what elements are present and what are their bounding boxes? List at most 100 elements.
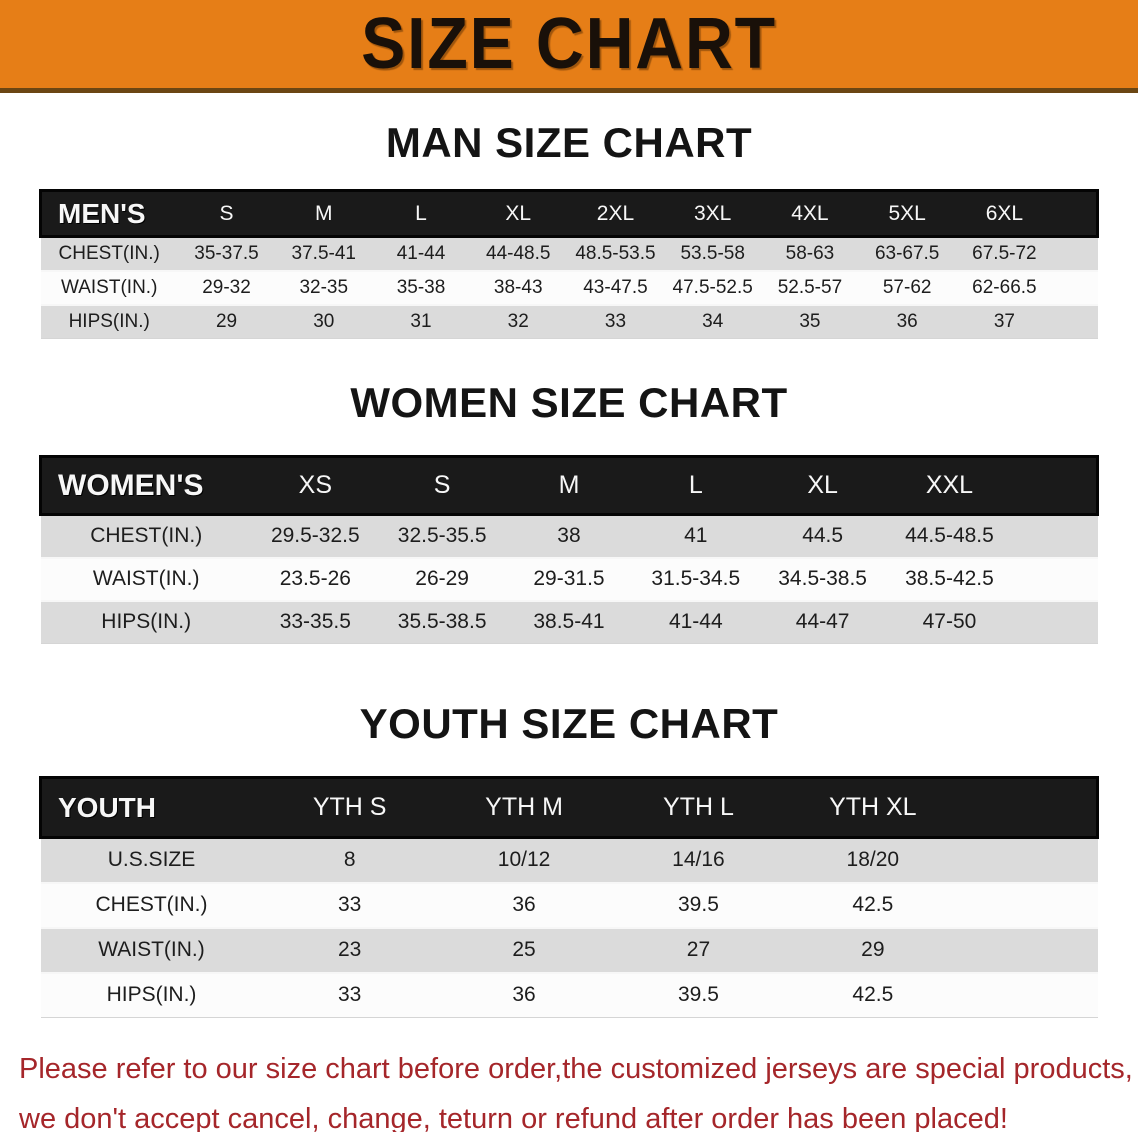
measurement-value: 35 bbox=[799, 310, 821, 332]
table-header-row: MEN'S S M L XL 2XL 3XL 4XL 5XL 6XL bbox=[38, 189, 1100, 238]
size-header-cell: YTH XL bbox=[785, 776, 961, 839]
measurement-value: 23 bbox=[337, 938, 362, 961]
measurement-label: WAIST(IN.) bbox=[61, 276, 158, 298]
size-header-cell: M bbox=[275, 189, 373, 238]
measurement-value: 37.5-41 bbox=[291, 242, 356, 264]
spacer-cell bbox=[1053, 305, 1097, 339]
measurement-value: 23.5-26 bbox=[279, 567, 351, 590]
measurement-value: 18/20 bbox=[846, 848, 900, 872]
youth-section-heading: YOUTH SIZE CHART bbox=[359, 700, 779, 747]
table-header-row: YOUTH YTH S YTH M YTH L YTH XL bbox=[39, 776, 1100, 839]
size-header-cell: 4XL bbox=[761, 189, 859, 238]
measurement-value: 41-44 bbox=[668, 610, 723, 634]
measurement-value: 44-47 bbox=[795, 610, 850, 634]
measurement-value: 38.5-41 bbox=[533, 610, 605, 634]
measurement-value: 38 bbox=[557, 524, 581, 548]
measurement-value: 63-67.5 bbox=[874, 242, 940, 264]
measurement-value: 29 bbox=[861, 938, 885, 961]
size-header-cell: XXL bbox=[886, 455, 1013, 516]
measurement-value: 57-62 bbox=[882, 276, 932, 298]
measurement-value: 44.5 bbox=[802, 524, 844, 548]
table-row: CHEST(IN.) 29.5-32.5 32.5-35.5 38 41 44.5 44.5… bbox=[40, 514, 1098, 558]
spacer-cell bbox=[1013, 515, 1098, 558]
measurement-value: 44-48.5 bbox=[486, 242, 551, 264]
size-header-cell: L bbox=[372, 189, 470, 238]
measurement-value: 38-43 bbox=[493, 276, 543, 298]
table-title-cell: YOUTH bbox=[39, 776, 263, 839]
measurement-value: 33 bbox=[337, 893, 362, 916]
measurement-value: 8 bbox=[343, 848, 356, 872]
measurement-value: 30 bbox=[313, 310, 335, 332]
size-header-cell: 5XL bbox=[858, 189, 956, 238]
size-header-cell: L bbox=[632, 455, 760, 516]
spacer-cell bbox=[960, 883, 1097, 928]
measurement-value: 47.5-52.5 bbox=[672, 276, 753, 298]
spacer-cell bbox=[1053, 189, 1100, 238]
measurement-value: 37 bbox=[993, 310, 1015, 332]
size-header-cell: XL bbox=[469, 189, 567, 238]
youth-size-table: YOUTH YTH S YTH M YTH L YTH XL U.S.SIZE 8 10/12… bbox=[39, 776, 1100, 1018]
measurement-value: 27 bbox=[686, 938, 711, 961]
measurement-label: HIPS(IN.) bbox=[106, 983, 197, 1007]
men-section-heading: MAN SIZE CHART bbox=[385, 119, 753, 166]
measurement-value: 53.5-58 bbox=[680, 242, 745, 264]
table-row: HIPS(IN.) 33-35.5 35.5-38.5 38.5-41 41-44 44-… bbox=[40, 600, 1098, 644]
measurement-value: 34 bbox=[702, 310, 724, 332]
size-header-cell: YTH L bbox=[611, 776, 786, 839]
table-title-cell: MEN'S bbox=[38, 189, 178, 238]
women-size-table: WOMEN'S XS S M L XL XXL CHEST(IN.) 29.5-32.5 32.5… bbox=[38, 455, 1099, 644]
measurement-value: 29-32 bbox=[202, 276, 251, 298]
measurement-value: 47-50 bbox=[922, 610, 977, 634]
measurement-value: 29.5-32.5 bbox=[270, 524, 360, 548]
page-title: SIZE CHART bbox=[361, 4, 777, 84]
measurement-label: WAIST(IN.) bbox=[98, 938, 205, 961]
table-row: WAIST(IN.) 23.5-26 26-29 29-31.5 31.5-34.5 34… bbox=[40, 557, 1098, 601]
measurement-value: 33 bbox=[337, 983, 362, 1007]
measurement-label: HIPS(IN.) bbox=[101, 610, 192, 634]
table-title-cell: WOMEN'S bbox=[38, 455, 252, 516]
measurement-value: 35-38 bbox=[396, 276, 446, 298]
measurement-value: 42.5 bbox=[852, 893, 894, 916]
footer-note-line2: we don't accept cancel, change, teturn o… bbox=[19, 1103, 1008, 1132]
women-section: WOMEN SIZE CHART WOMEN'S XS S M L XL XXL CHEST(… bbox=[0, 379, 1138, 644]
measurement-value: 67.5-72 bbox=[972, 242, 1037, 264]
men-size-table: MEN'S S M L XL 2XL 3XL 4XL 5XL 6XL CHEST(IN.) 35-37… bbox=[38, 189, 1100, 339]
measurement-value: 36 bbox=[896, 310, 918, 332]
measurement-value: 32-35 bbox=[299, 276, 349, 298]
measurement-value: 41-44 bbox=[396, 242, 446, 264]
spacer-cell bbox=[960, 928, 1097, 973]
measurement-label: U.S.SIZE bbox=[107, 848, 196, 872]
size-header-cell: XS bbox=[251, 455, 379, 516]
spacer-cell bbox=[960, 973, 1097, 1018]
table-row: CHEST(IN.) 33 36 39.5 42.5 bbox=[40, 882, 1098, 928]
women-section-heading: WOMEN SIZE CHART bbox=[350, 379, 788, 426]
measurement-value: 35.5-38.5 bbox=[397, 610, 487, 634]
measurement-value: 26-29 bbox=[415, 567, 469, 590]
measurement-value: 62-66.5 bbox=[972, 276, 1037, 298]
measurement-value: 34.5-38.5 bbox=[778, 567, 867, 590]
size-header-cell: 6XL bbox=[955, 189, 1054, 238]
spacer-cell bbox=[1053, 237, 1097, 271]
measurement-label: CHEST(IN.) bbox=[95, 893, 208, 916]
measurement-label: CHEST(IN.) bbox=[58, 242, 160, 264]
measurement-value: 29-31.5 bbox=[533, 567, 605, 590]
spacer-cell bbox=[1012, 455, 1099, 516]
table-row: CHEST(IN.) 35-37.5 37.5-41 41-44 44-48.5 48.5… bbox=[40, 236, 1098, 271]
measurement-value: 41 bbox=[684, 524, 708, 548]
spacer-cell bbox=[1053, 271, 1097, 305]
measurement-value: 35-37.5 bbox=[194, 242, 259, 264]
size-header-cell: XL bbox=[759, 455, 887, 516]
measurement-value: 36 bbox=[512, 983, 536, 1007]
size-header-cell: S bbox=[177, 189, 276, 238]
spacer-cell bbox=[1013, 558, 1098, 601]
measurement-value: 31 bbox=[410, 310, 432, 332]
size-header-cell: 2XL bbox=[566, 189, 665, 238]
size-header-cell: M bbox=[505, 455, 633, 516]
measurement-value: 44.5-48.5 bbox=[905, 524, 994, 548]
measurement-value: 14/16 bbox=[672, 848, 725, 872]
table-row: WAIST(IN.) 29-32 32-35 35-38 38-43 43-47.5 47.… bbox=[40, 270, 1098, 305]
measurement-value: 32 bbox=[507, 310, 529, 332]
measurement-value: 32.5-35.5 bbox=[397, 524, 487, 548]
measurement-value: 36 bbox=[512, 893, 536, 916]
